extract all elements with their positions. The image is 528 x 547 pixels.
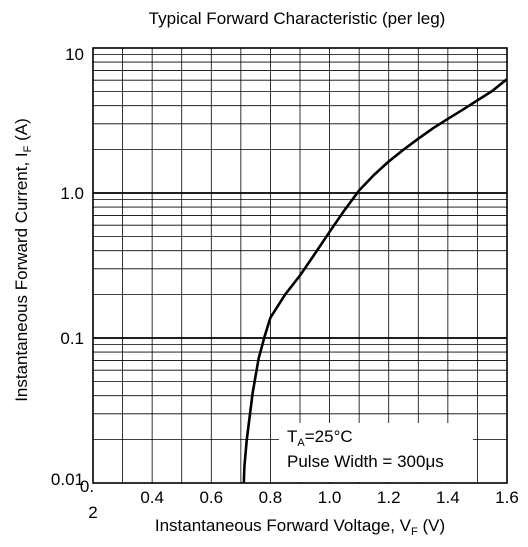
x-tick-label: 0.	[80, 477, 94, 496]
x-axis-label-unit: (V)	[418, 516, 445, 535]
x-tick-label: 1.4	[436, 488, 460, 507]
x-tick-label: 0.8	[259, 488, 283, 507]
grid	[93, 48, 507, 483]
series-group	[242, 78, 508, 484]
y-tick-labels: 10 1.0 0.1 0.01	[51, 45, 84, 489]
annotation-temperature-sub: A	[297, 437, 305, 449]
y-axis-label: Instantaneous Forward Current, IF (A)	[12, 118, 34, 402]
annotation-temperature-main: T	[287, 427, 297, 446]
x-axis-label-main: Instantaneous Forward Voltage, V	[155, 516, 412, 535]
annotation-temperature-rest: =25°C	[305, 427, 353, 446]
x-tick-labels: 0. 2 0.4 0.6 0.8 1.0 1.2 1.4 1.6	[80, 477, 519, 522]
y-tick-label: 1.0	[60, 184, 84, 203]
y-tick-label: 10	[65, 45, 84, 64]
plot-area	[92, 47, 508, 484]
series-curve	[242, 78, 508, 484]
x-axis-label: Instantaneous Forward Voltage, VF (V)	[155, 516, 445, 538]
legend-box: TA=25°C Pulse Width = 300μs	[279, 423, 473, 482]
x-tick-label: 1.2	[377, 488, 401, 507]
y-tick-label: 0.1	[60, 329, 84, 348]
x-axis-label-sub: F	[411, 526, 418, 538]
x-tick-label: 0.4	[140, 488, 164, 507]
x-tick-label: 0.6	[199, 488, 223, 507]
y-axis-label-sub: F	[22, 145, 34, 152]
y-axis-label-unit: (A)	[12, 118, 31, 145]
x-tick-label: 2	[88, 503, 97, 522]
y-tick-label: 0.01	[51, 470, 84, 489]
legend-background	[279, 423, 473, 482]
x-tick-label: 1.6	[495, 488, 519, 507]
annotation-pulse-width: Pulse Width = 300μs	[287, 452, 444, 471]
chart-title: Typical Forward Characteristic (per leg)	[149, 9, 446, 28]
x-tick-label: 1.0	[318, 488, 342, 507]
y-axis-label-main: Instantaneous Forward Current, I	[12, 152, 31, 401]
annotation-temperature: TA=25°C	[287, 427, 353, 449]
